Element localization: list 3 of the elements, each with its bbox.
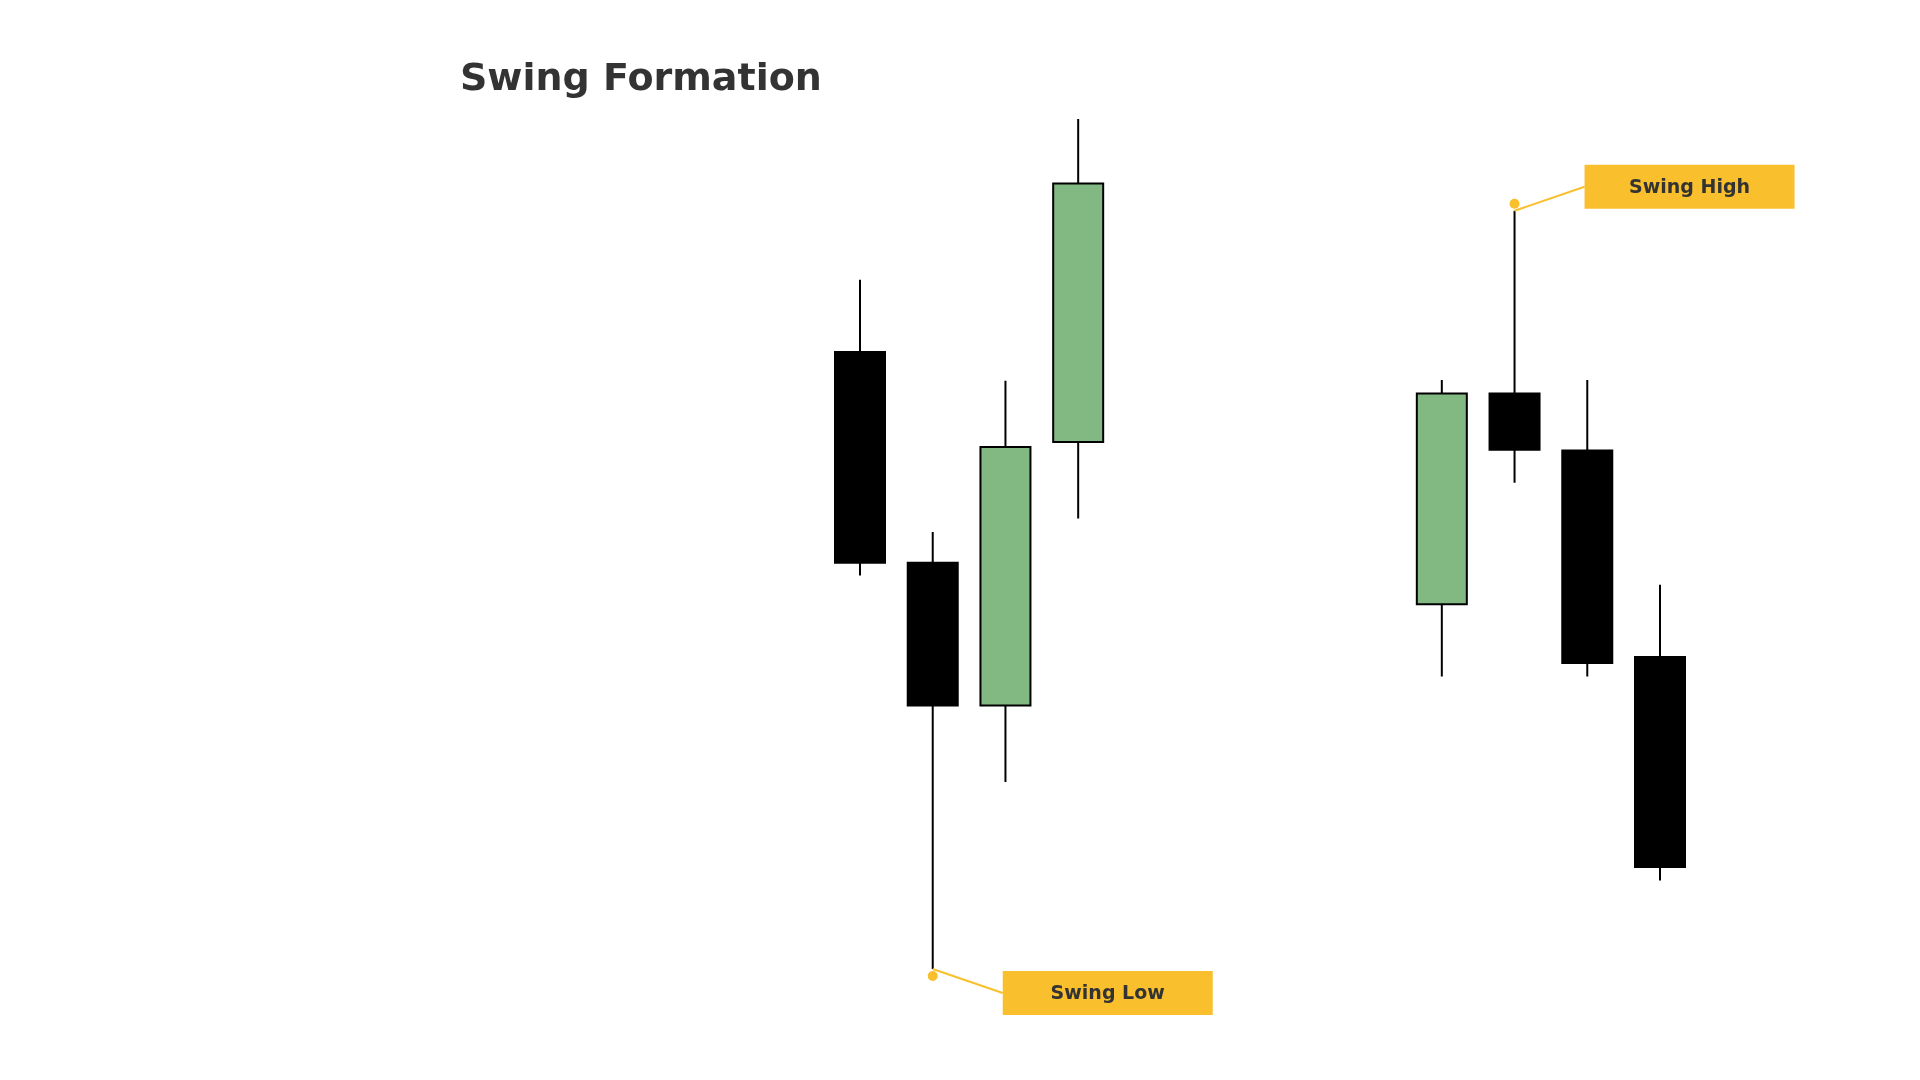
text: Swing Low [1050, 981, 1165, 1003]
annotation: Swing High [1629, 174, 1751, 197]
chart-title: Swing Formation [460, 55, 822, 99]
